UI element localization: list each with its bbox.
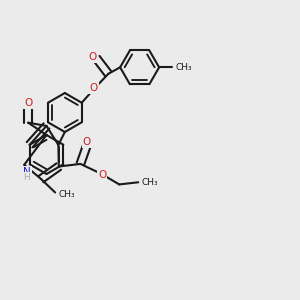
Text: O: O	[98, 170, 106, 180]
Text: N: N	[23, 167, 31, 177]
Text: O: O	[24, 98, 32, 108]
Text: CH₃: CH₃	[59, 190, 75, 199]
Text: O: O	[89, 52, 97, 62]
Text: O: O	[83, 137, 91, 147]
Text: CH₃: CH₃	[175, 63, 192, 72]
Text: H: H	[23, 173, 30, 182]
Text: O: O	[89, 83, 98, 93]
Text: CH₃: CH₃	[141, 178, 158, 187]
